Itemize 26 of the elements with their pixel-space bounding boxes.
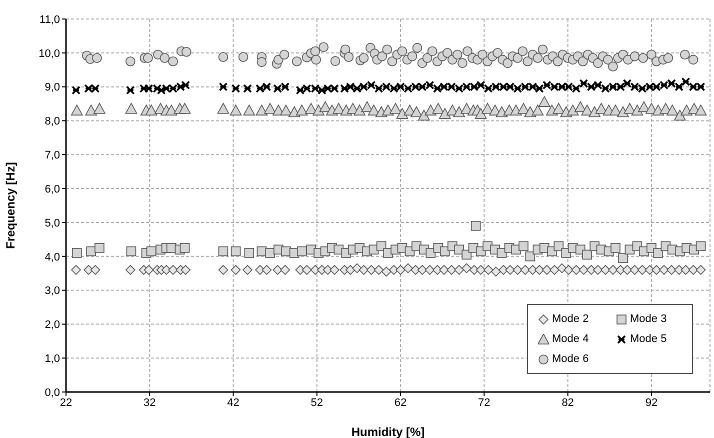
x-tick-label: 42 [227,396,240,409]
legend-label: Mode 5 [630,333,667,345]
x-tick-label: 72 [478,396,490,409]
y-tick-label: 3,0 [44,285,60,298]
legend-label: Mode 2 [552,313,589,325]
x-tick-label: 52 [310,396,324,409]
x-tick-label: 82 [562,396,574,409]
y-tick-label: 1,0 [44,352,60,365]
legend-label: Mode 4 [552,333,589,345]
y-tick-label: 10,0 [38,48,60,60]
y-tick-label: 9,0 [44,82,60,94]
y-tick-label: 7,0 [44,150,60,162]
y-tick-label: 0,0 [44,386,60,399]
y-tick-label: 8,0 [44,116,60,128]
x-tick-label: 62 [394,396,407,409]
legend-label: Mode 3 [630,313,667,325]
y-tick-label: 2,0 [44,319,60,332]
legend-label: Mode 6 [552,353,589,365]
x-tick-label: 92 [645,396,658,409]
y-tick-label: 11,0 [39,14,60,26]
y-axis-title: Frequency [Hz] [3,162,18,249]
y-tick-label: 6,0 [44,183,60,196]
y-tick-label: 4,0 [44,251,60,264]
y-tick-label: 5,0 [44,217,60,230]
x-tick-label: 32 [144,396,156,409]
x-tick-label: 22 [60,396,72,409]
